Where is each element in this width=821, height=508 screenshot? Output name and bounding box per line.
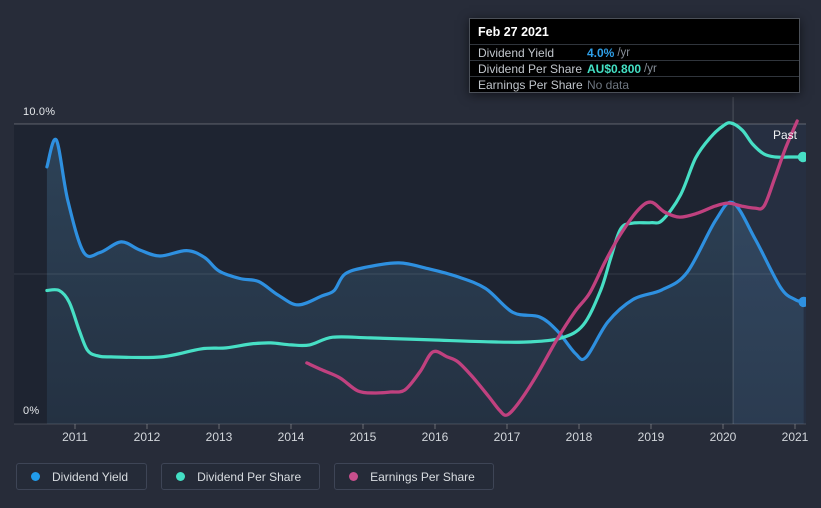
- legend-label: Earnings Per Share: [370, 469, 475, 484]
- x-axis-label-2011: 2011: [62, 430, 88, 444]
- tooltip-value: 4.0%: [587, 45, 615, 60]
- tooltip-row-dividend-yield: Dividend Yield 4.0%/yr: [470, 44, 799, 60]
- x-axis-ticks: [74, 424, 796, 429]
- tooltip-value-suffix: /yr: [644, 62, 657, 75]
- x-axis-label-2020: 2020: [709, 430, 737, 444]
- tooltip-value: AU$0.800: [587, 61, 642, 76]
- legend-label: Dividend Per Share: [197, 469, 302, 484]
- tooltip-date: Feb 27 2021: [478, 25, 549, 39]
- tooltip-row-earnings-per-share: Earnings Per Share No data: [470, 76, 799, 92]
- dividend-yield-line: [45, 137, 806, 362]
- x-axis-label-2021: 2021: [781, 430, 809, 444]
- past-region-label: Past: [772, 128, 797, 142]
- tooltip-row-dividend-per-share: Dividend Per Share AU$0.800/yr: [470, 60, 799, 76]
- x-axis-label-2015: 2015: [349, 430, 377, 444]
- x-axis-label-2016: 2016: [421, 430, 449, 444]
- earnings-per-share-line: [305, 119, 799, 417]
- legend-item-dividend-per-share[interactable]: Dividend Per Share: [161, 463, 321, 490]
- chart-legend: Dividend Yield Dividend Per Share Earnings…: [16, 463, 494, 490]
- dividend-yield-area-fill: [46, 139, 804, 424]
- tooltip-value-suffix: /yr: [617, 46, 631, 59]
- tooltip-label: Dividend Per Share: [478, 61, 583, 76]
- legend-item-dividend-yield[interactable]: Dividend Yield: [16, 463, 148, 490]
- legend-dot-dividend-per-share: [176, 472, 186, 481]
- x-axis-label-2014: 2014: [277, 430, 305, 444]
- x-axis-label-2017: 2017: [493, 430, 521, 444]
- chart-tooltip: Feb 27 2021 Dividend Yield 4.0%/yr Dividen…: [469, 18, 800, 93]
- dividend-per-share-line: [45, 121, 805, 360]
- tooltip-label: Earnings Per Share: [478, 77, 583, 92]
- x-axis-label-2013: 2013: [205, 430, 233, 444]
- x-axis-label-2018: 2018: [565, 430, 593, 444]
- tooltip-value: No data: [587, 77, 630, 92]
- x-axis-label-2012: 2012: [133, 430, 161, 444]
- legend-item-earnings-per-share[interactable]: Earnings Per Share: [334, 463, 494, 490]
- legend-label: Dividend Yield: [52, 469, 129, 484]
- legend-dot-earnings-per-share: [349, 472, 359, 481]
- legend-dot-dividend-yield: [31, 472, 40, 481]
- dividend-yield-end-dot: [798, 296, 806, 308]
- x-axis-label-2019: 2019: [637, 430, 665, 444]
- dividend-per-share-end-dot: [797, 151, 806, 163]
- y-axis-label-bottom: 0%: [23, 405, 40, 417]
- tooltip-label: Dividend Yield: [478, 45, 555, 60]
- y-axis-label-top: 10.0%: [23, 106, 56, 118]
- past-region-band: [733, 124, 806, 424]
